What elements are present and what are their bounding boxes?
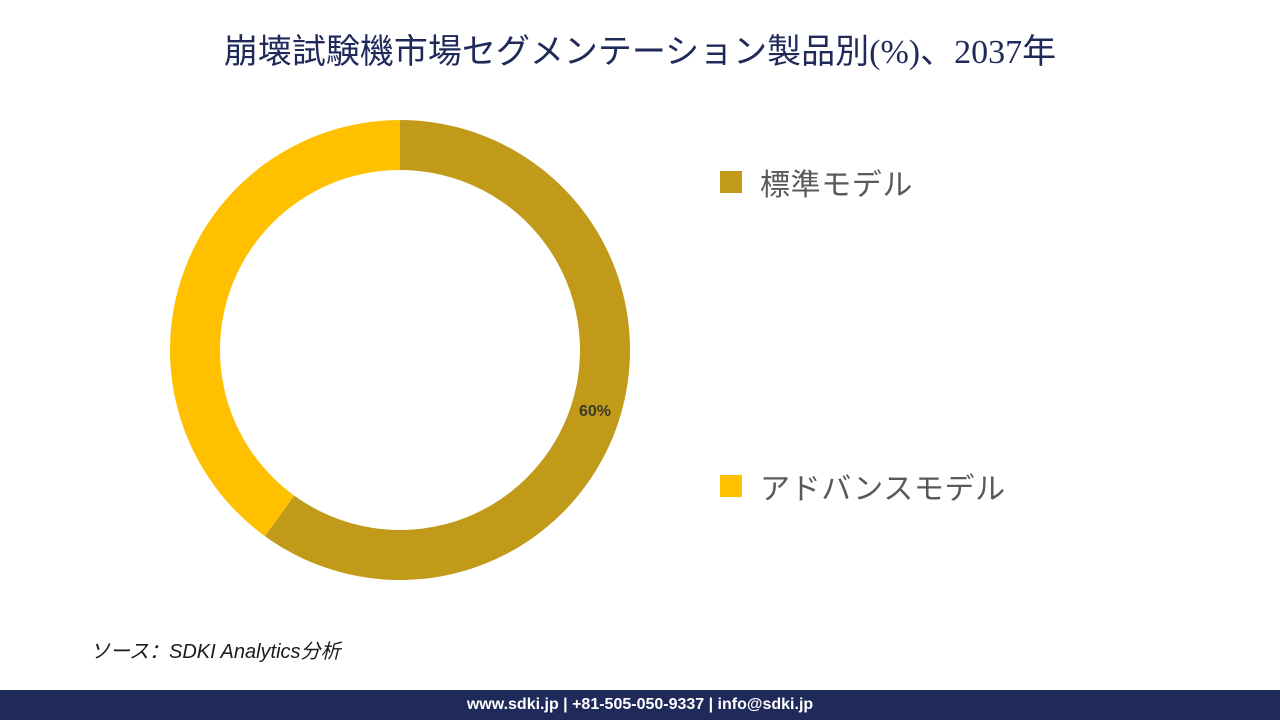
- donut-chart: 60%: [165, 115, 635, 585]
- donut-slice-label-standard: 60%: [579, 403, 611, 421]
- legend-item-advance: アドバンスモデル: [720, 464, 1220, 508]
- source-text: ソース：SDKI Analytics分析: [90, 635, 341, 664]
- legend: 標準モデル アドバンスモデル: [720, 160, 1220, 720]
- donut-slice-standard: [265, 120, 630, 580]
- donut-slice-advance: [170, 120, 400, 536]
- legend-swatch-advance: [720, 475, 742, 497]
- legend-label-advance: アドバンスモデル: [760, 464, 1006, 508]
- footer-text: www.sdki.jp | +81-505-050-9337 | info@sd…: [467, 696, 813, 714]
- legend-label-standard: 標準モデル: [760, 160, 913, 204]
- donut-svg: [165, 115, 635, 585]
- legend-swatch-standard: [720, 171, 742, 193]
- legend-item-standard: 標準モデル: [720, 160, 1220, 204]
- page-title: 崩壊試験機市場セグメンテーション製品別(%)、2037年: [0, 24, 1280, 73]
- footer-bar: www.sdki.jp | +81-505-050-9337 | info@sd…: [0, 690, 1280, 720]
